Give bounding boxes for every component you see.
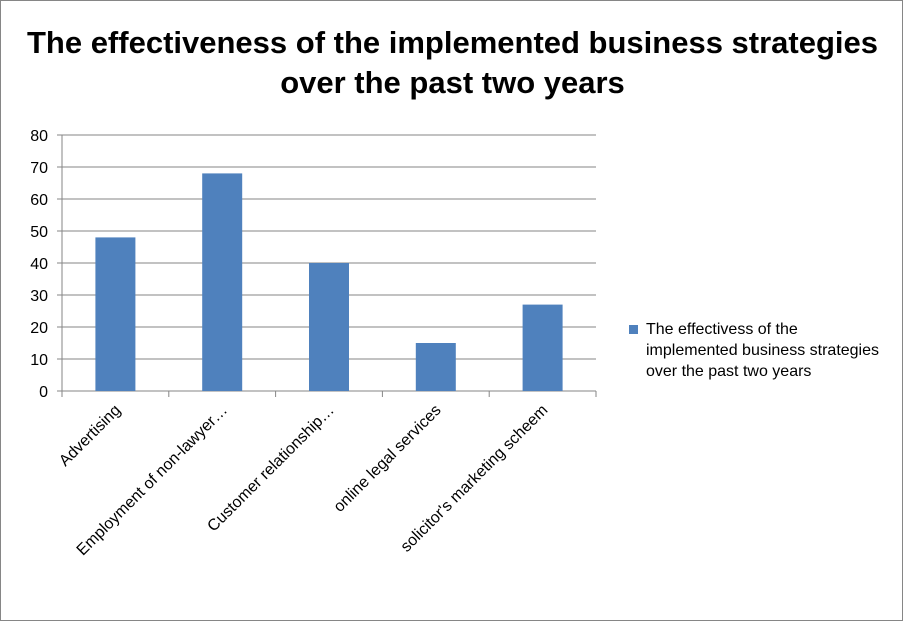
legend: The effectivess of the implemented busin… [629,319,889,382]
legend-swatch [629,325,638,334]
x-tick-label: online legal services [331,402,445,516]
legend-label: The effectivess of the implemented busin… [646,321,880,380]
y-tick-label: 10 [30,352,48,369]
x-tick-label: Advertising [56,402,124,470]
bar [95,237,136,391]
bar [415,343,456,391]
y-tick-label: 20 [30,320,48,337]
y-tick-label: 60 [30,192,48,209]
y-tick-label: 30 [30,288,48,305]
bar [309,263,349,391]
y-tick-label: 70 [30,160,48,177]
chart-title: The effectiveness of the implemented bus… [26,25,879,100]
y-tick-label: 50 [30,224,48,241]
x-tick-label: Customer relationship… [204,402,337,535]
bar [522,304,563,391]
y-tick-label: 80 [30,128,48,145]
y-tick-label: 0 [39,384,48,401]
y-tick-label: 40 [30,256,48,273]
bar [202,173,243,391]
